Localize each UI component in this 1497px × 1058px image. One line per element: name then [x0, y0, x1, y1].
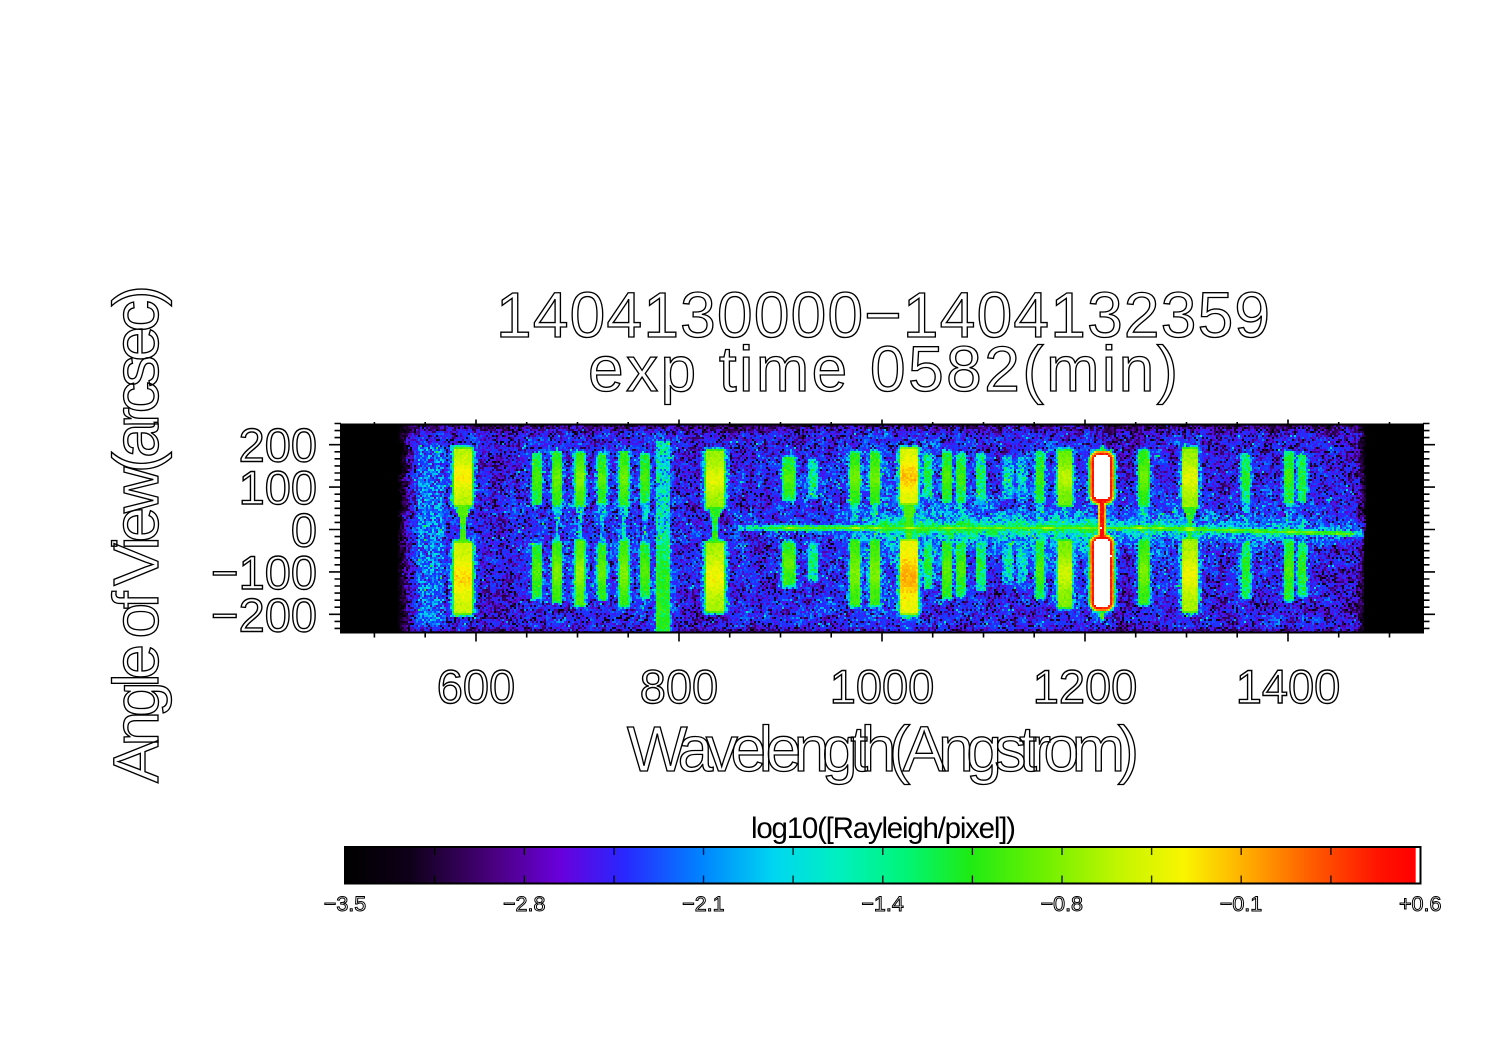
svg-text:−200: −200 [211, 588, 317, 641]
svg-text:exp time 0582(min): exp time 0582(min) [588, 333, 1178, 405]
svg-text:200: 200 [239, 419, 317, 472]
svg-text:−1.4: −1.4 [861, 892, 903, 916]
svg-text:800: 800 [640, 660, 718, 713]
svg-text:−3.5: −3.5 [324, 892, 366, 916]
svg-text:Wavelength(Angstrom): Wavelength(Angstrom) [627, 713, 1139, 785]
svg-text:−0.8: −0.8 [1041, 892, 1083, 916]
svg-text:−2.1: −2.1 [682, 892, 724, 916]
svg-text:1000: 1000 [830, 660, 935, 713]
svg-text:log10([Rayleigh/pixel]): log10([Rayleigh/pixel]) [751, 812, 1016, 845]
svg-text:0: 0 [291, 504, 317, 557]
svg-text:−0.1: −0.1 [1220, 892, 1262, 916]
svg-text:1404130000−1404132359: 1404130000−1404132359 [496, 279, 1270, 351]
svg-text:+0.6: +0.6 [1399, 892, 1441, 916]
svg-text:−2.8: −2.8 [503, 892, 545, 916]
svg-text:100: 100 [239, 461, 317, 514]
svg-text:−100: −100 [211, 546, 317, 599]
svg-text:Angle of View(arcsec): Angle of View(arcsec) [100, 285, 172, 783]
svg-text:1400: 1400 [1236, 660, 1341, 713]
svg-text:1200: 1200 [1033, 660, 1138, 713]
svg-text:600: 600 [437, 660, 515, 713]
